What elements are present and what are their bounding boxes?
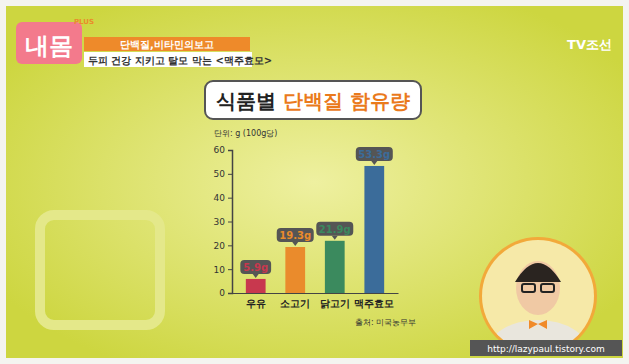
x-tick: 맥주효모 [354,298,394,309]
data-label: 53.3g [358,149,390,160]
source-note: 출처: 미국농무부 [355,318,416,327]
x-axis-line [233,293,399,294]
logo-plus: PLUS [74,18,94,26]
x-tick: 우유 [246,298,266,309]
channel-logo: TV조선 [567,37,612,52]
data-label-pointer [253,274,259,278]
title-box [205,81,421,119]
y-tick-label: 10 [214,265,226,275]
bar [285,247,305,293]
y-tick-mark [228,150,232,151]
x-tick: 소고기 [280,298,310,309]
bar [364,166,384,293]
data-label-box [316,222,353,236]
y-tick-mark [228,222,232,223]
data-label: 21.9g [319,224,351,235]
y-tick: 60 [214,145,232,155]
x-tick-label: 우유 [246,298,266,309]
frame [0,0,629,364]
background [6,6,623,358]
x-tick: 닭고기 [320,298,350,309]
data-label-box [356,147,393,161]
data-labels: 5.9g 19.3g 21.9g 53.3g [240,147,392,278]
y-tick: 10 [214,265,232,275]
y-tick: 0 [219,288,232,298]
presenter-glasses [522,284,535,292]
x-tick-label: 소고기 [280,298,310,309]
y-tick-label: 40 [214,193,226,203]
data-label-pointer [292,242,298,246]
bar [246,279,266,293]
y-tick-label: 20 [214,241,226,251]
y-tick: 30 [214,217,232,227]
watermark: http://lazypaul.tistory.com [487,344,605,354]
data-label-box [277,228,314,242]
presenter-bowtie [529,320,547,329]
watermark-box [470,340,622,356]
headline-text: 두피 건강 지키고 탈모 막는 <맥주효모> [88,55,272,66]
chart-title: 식품별 단백질 함유량 [216,89,410,113]
y-tick-label: 50 [214,169,226,179]
bars [246,166,384,293]
y-axis-label: 단위: g (100g당) [214,129,277,138]
y-tick-label: 0 [219,288,225,298]
y-tick-mark [228,198,232,199]
y-tick: 40 [214,193,232,203]
y-tick: 50 [214,169,232,179]
y-tick-label: 30 [214,217,226,227]
presenter-hair [515,263,561,282]
data-label-pointer [332,236,338,240]
data-label-box [240,260,271,274]
data-label-pointer [371,161,377,165]
logo-box [16,22,82,64]
y-tick-mark [228,174,232,175]
x-tick-label: 닭고기 [320,298,350,309]
screen: 내몸PLUS 단백질,비타민의보고두피 건강 지키고 탈모 막는 <맥주효모> TV… [0,0,629,364]
banner-text: 단백질,비타민의보고 [120,39,214,50]
bar [325,241,345,293]
logo-ghost [40,215,160,325]
y-tick-mark [228,245,232,246]
banner-box [84,37,250,51]
y-axis-line [228,151,233,294]
y-tick: 20 [214,241,232,251]
y-tick-mark [228,293,232,294]
logo-text: 내몸 [25,32,73,60]
y-tick-mark [228,269,232,270]
data-label: 5.9g [243,262,268,273]
y-axis: 0 10 20 30 40 50 60 [214,145,233,298]
data-label: 19.3g [279,230,311,241]
x-axis: 우유 소고기 닭고기 맥주효모 [233,294,399,310]
y-tick-label: 60 [214,145,226,155]
presenter-face [516,261,560,315]
presenter-glasses [541,284,554,292]
x-tick-label: 맥주효모 [354,298,394,309]
